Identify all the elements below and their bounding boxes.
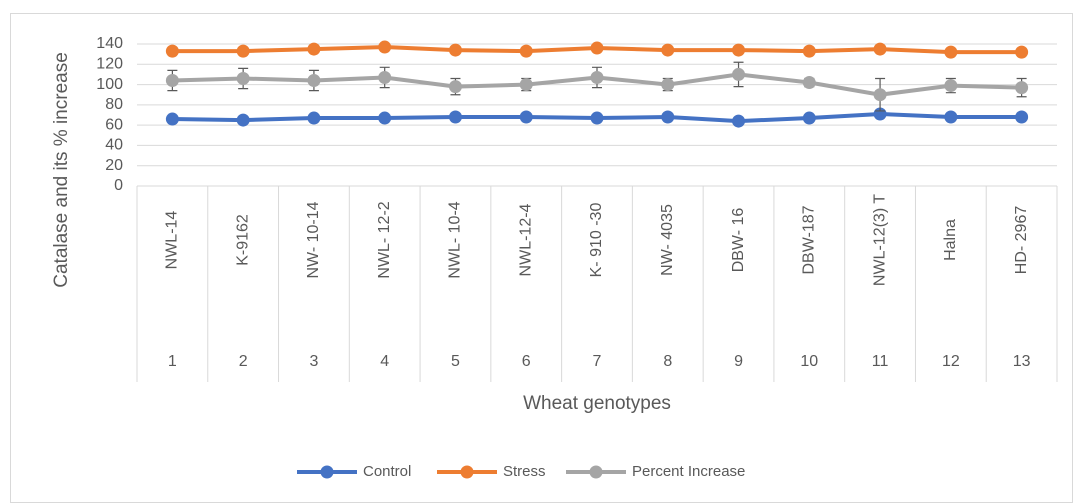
y-axis-title: Catalase and its % increase <box>51 52 72 288</box>
point <box>307 74 321 88</box>
y-tick-label: 0 <box>114 177 123 194</box>
x-tick-number: 10 <box>800 353 818 370</box>
point <box>448 80 462 94</box>
point <box>378 70 392 84</box>
legend-marker <box>320 465 334 479</box>
point <box>519 44 533 58</box>
x-tick-number: 4 <box>380 353 389 370</box>
x-tick-label: NWL- 10-4 <box>447 201 464 278</box>
point <box>944 110 958 124</box>
point <box>944 45 958 59</box>
chart-frame <box>10 13 1073 503</box>
point <box>802 111 816 125</box>
legend-marker <box>460 465 474 479</box>
x-tick-number: 12 <box>942 353 960 370</box>
point <box>661 110 675 124</box>
x-tick-label: NWL- 12-2 <box>376 201 393 278</box>
point <box>307 42 321 56</box>
x-tick-number: 11 <box>872 353 889 370</box>
point <box>378 111 392 125</box>
point <box>165 74 179 88</box>
point <box>307 111 321 125</box>
y-tick-label: 120 <box>96 56 123 73</box>
y-tick-label: 20 <box>105 157 123 174</box>
point <box>519 78 533 92</box>
x-tick-label: NWL-12(3) T <box>871 194 888 286</box>
x-tick-label: NWL-12-4 <box>517 203 534 276</box>
y-tick-label: 40 <box>105 137 123 154</box>
x-tick-label: Halna <box>942 219 959 261</box>
point <box>519 110 533 124</box>
x-tick-label: NW- 4035 <box>659 204 676 276</box>
point <box>1015 81 1029 95</box>
point <box>661 78 675 92</box>
x-tick-number: 13 <box>1013 353 1031 370</box>
x-tick-label: DBW-187 <box>801 205 818 274</box>
legend-label: Control <box>363 463 411 480</box>
x-tick-number: 2 <box>239 353 248 370</box>
x-tick-label: NW- 10-14 <box>305 201 322 278</box>
point <box>802 44 816 58</box>
legend-label: Percent Increase <box>632 463 745 480</box>
x-axis-title: Wheat genotypes <box>523 393 671 414</box>
point <box>1015 110 1029 124</box>
point <box>378 40 392 54</box>
x-tick-number: 6 <box>522 353 531 370</box>
x-tick-number: 8 <box>663 353 672 370</box>
y-tick-label: 60 <box>105 116 123 133</box>
y-tick-label: 80 <box>105 96 123 113</box>
point <box>944 79 958 93</box>
point <box>590 41 604 55</box>
point <box>873 88 887 102</box>
point <box>661 43 675 57</box>
point <box>732 114 746 128</box>
x-tick-label: HD- 2967 <box>1013 206 1030 275</box>
point <box>1015 45 1029 59</box>
point <box>236 44 250 58</box>
x-tick-number: 7 <box>593 353 602 370</box>
x-tick-label: K-9162 <box>234 214 251 266</box>
x-tick-number: 3 <box>309 353 318 370</box>
point <box>236 71 250 85</box>
x-tick-label: NWL-14 <box>164 211 181 270</box>
legend-label: Stress <box>503 463 546 480</box>
point <box>732 43 746 57</box>
point <box>236 113 250 127</box>
x-tick-label: DBW- 16 <box>730 208 747 273</box>
point <box>802 76 816 90</box>
x-tick-number: 1 <box>168 353 177 370</box>
point <box>165 44 179 58</box>
point <box>873 42 887 56</box>
y-tick-label: 140 <box>96 35 123 52</box>
point <box>590 111 604 125</box>
point <box>448 110 462 124</box>
x-tick-number: 5 <box>451 353 460 370</box>
point <box>165 112 179 126</box>
point <box>732 67 746 81</box>
point <box>448 43 462 57</box>
point <box>590 70 604 84</box>
y-tick-label: 100 <box>96 76 123 93</box>
x-tick-label: K- 910 -30 <box>588 203 605 278</box>
legend-marker <box>589 465 603 479</box>
x-tick-number: 9 <box>734 353 743 370</box>
